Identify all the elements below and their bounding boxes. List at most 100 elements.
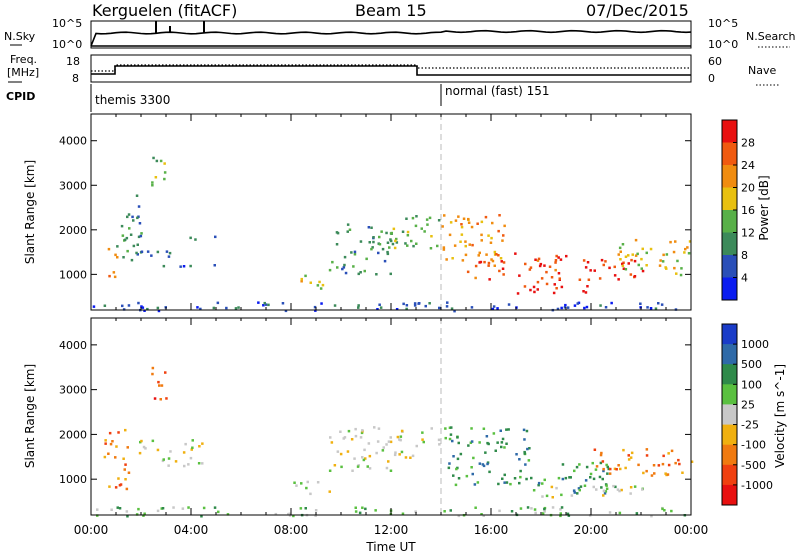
echo-cell bbox=[263, 301, 266, 305]
echo-cell bbox=[487, 264, 490, 267]
echo-cell bbox=[484, 451, 487, 454]
echo-cell bbox=[470, 225, 474, 229]
echo-cell bbox=[483, 260, 486, 264]
echo-cell bbox=[526, 447, 529, 451]
echo-cell bbox=[356, 465, 360, 468]
echo-cell bbox=[404, 242, 407, 245]
echo-cell bbox=[503, 481, 506, 484]
echo-cell bbox=[465, 474, 469, 478]
cpid-panel: CPID themis 3300 normal (fast) 151 bbox=[6, 84, 549, 112]
echo-cell bbox=[146, 250, 150, 253]
colorbar-tick-label: -500 bbox=[741, 459, 766, 472]
echo-cell bbox=[357, 306, 360, 309]
echo-cell bbox=[519, 507, 523, 510]
colorbar-swatch bbox=[722, 364, 737, 385]
power-y-ticks: 1000 2000 3000 4000 bbox=[59, 135, 691, 281]
date-title: 07/Dec/2015 bbox=[586, 1, 689, 20]
echo-cell bbox=[551, 506, 555, 509]
echo-cell bbox=[567, 514, 571, 517]
colorbar-tick-label: 12 bbox=[741, 227, 755, 240]
echo-cell bbox=[350, 438, 354, 441]
echo-cell bbox=[351, 469, 354, 472]
echo-cell bbox=[422, 440, 425, 444]
colorbar-swatch bbox=[722, 324, 737, 345]
colorbar-tick-label: 100 bbox=[741, 378, 762, 391]
echo-cell bbox=[455, 467, 458, 471]
echo-cell bbox=[589, 269, 592, 272]
echo-cell bbox=[328, 490, 331, 493]
nsky-spikes bbox=[155, 21, 205, 33]
echo-cell bbox=[391, 242, 395, 246]
echo-cell bbox=[679, 273, 683, 277]
echo-cell bbox=[584, 266, 588, 269]
colorbar-swatch bbox=[722, 165, 737, 188]
echo-cell bbox=[503, 224, 506, 228]
echo-cell bbox=[381, 247, 385, 251]
echo-cell bbox=[457, 514, 461, 518]
echo-cell bbox=[576, 492, 579, 495]
echo-cell bbox=[389, 239, 393, 243]
echo-cell bbox=[482, 464, 486, 468]
echo-cell bbox=[274, 512, 278, 516]
echo-cell bbox=[592, 485, 595, 489]
echo-cell bbox=[532, 285, 536, 289]
echo-cell bbox=[398, 453, 401, 456]
echo-cell bbox=[559, 512, 562, 515]
echo-cell bbox=[368, 454, 372, 458]
echo-cell bbox=[491, 221, 494, 225]
power-echoes bbox=[92, 156, 692, 313]
colorbar-swatch bbox=[722, 210, 737, 233]
echo-cell bbox=[354, 427, 357, 431]
echo-cell bbox=[499, 257, 503, 260]
echo-cell bbox=[618, 511, 622, 515]
echo-cell bbox=[125, 510, 129, 513]
echo-cell bbox=[525, 429, 529, 433]
colorbar-swatch bbox=[722, 277, 737, 301]
nave-label: Nave bbox=[748, 64, 776, 77]
echo-cell bbox=[314, 309, 317, 312]
echo-cell bbox=[650, 474, 654, 477]
echo-cell bbox=[417, 302, 420, 305]
echo-cell bbox=[316, 481, 320, 484]
echo-cell bbox=[530, 507, 533, 510]
echo-cell bbox=[157, 309, 161, 313]
echo-cell bbox=[372, 240, 375, 244]
echo-cell bbox=[143, 512, 146, 515]
echo-cell bbox=[346, 223, 350, 226]
echo-cell bbox=[128, 227, 131, 230]
x-tick-label: 04:00 bbox=[174, 523, 209, 537]
echo-cell bbox=[364, 457, 367, 460]
echo-cell bbox=[444, 427, 447, 430]
echo-cell bbox=[309, 492, 312, 496]
echo-cell bbox=[130, 258, 134, 262]
echo-cell bbox=[661, 462, 665, 466]
colorbar-tick-label: 28 bbox=[741, 137, 755, 150]
echo-cell bbox=[336, 266, 339, 269]
echo-cell bbox=[426, 223, 429, 226]
echo-cell bbox=[372, 236, 375, 239]
echo-cell bbox=[543, 264, 546, 267]
echo-cell bbox=[658, 264, 662, 267]
echo-cell bbox=[428, 216, 432, 220]
echo-cell bbox=[606, 465, 609, 469]
echo-cell bbox=[346, 450, 350, 453]
echo-cell bbox=[630, 258, 633, 262]
echo-cell bbox=[595, 465, 599, 468]
echo-cell bbox=[96, 508, 99, 511]
echo-cell bbox=[441, 225, 444, 228]
echo-cell bbox=[602, 467, 605, 471]
echo-cell bbox=[121, 304, 124, 308]
echo-cell bbox=[569, 476, 572, 479]
echo-cell bbox=[399, 435, 403, 438]
echo-cell bbox=[600, 486, 603, 489]
echo-cell bbox=[288, 512, 291, 516]
echo-cell bbox=[613, 467, 617, 471]
echo-cell bbox=[151, 366, 155, 370]
echo-cell bbox=[629, 492, 632, 495]
echo-cell bbox=[314, 509, 318, 512]
x-tick-label: 20:00 bbox=[574, 523, 609, 537]
echo-cell bbox=[619, 250, 622, 253]
echo-cell bbox=[526, 506, 530, 509]
echo-cell bbox=[594, 468, 598, 471]
echo-cell bbox=[459, 240, 462, 243]
